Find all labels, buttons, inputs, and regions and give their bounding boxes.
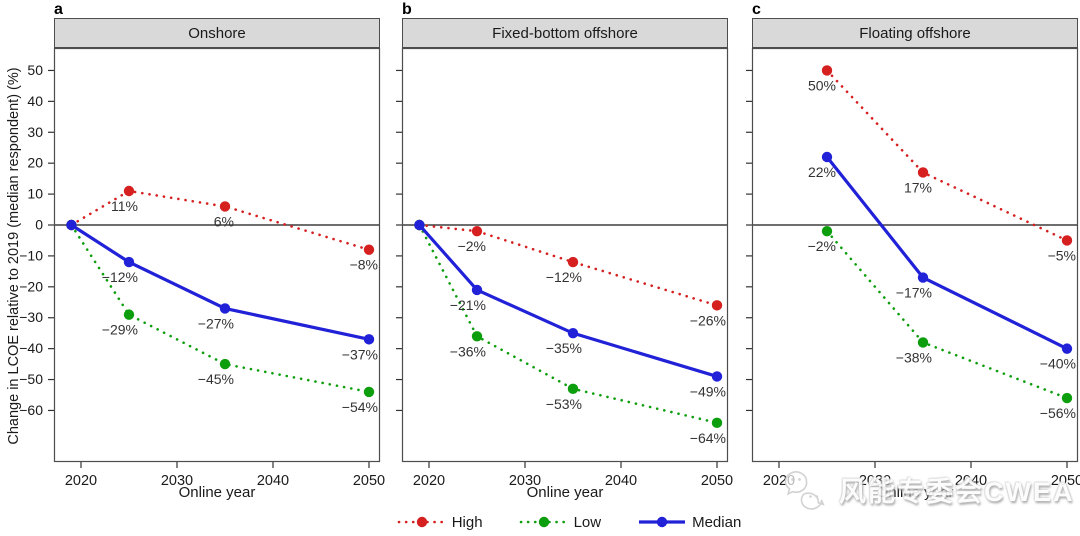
panel-header-floating: Floating offshore [752,18,1078,48]
svg-text:2040: 2040 [955,473,987,489]
panel-title-floating: Floating offshore [859,24,971,42]
svg-text:−2%: −2% [458,238,486,254]
svg-text:−56%: −56% [1040,405,1076,421]
svg-text:−37%: −37% [342,346,378,362]
svg-text:−10: −10 [19,247,43,263]
svg-text:2020: 2020 [413,473,445,489]
legend-label-low: Low [573,513,602,531]
svg-text:−30: −30 [19,309,43,325]
svg-text:2020: 2020 [65,473,97,489]
svg-text:−45%: −45% [198,371,234,387]
svg-text:−38%: −38% [896,349,932,365]
svg-text:−17%: −17% [896,285,932,301]
svg-text:17%: 17% [904,179,932,195]
legend-swatch-high-icon [397,516,447,528]
svg-text:−12%: −12% [102,269,138,285]
legend-label-high: High [451,513,483,531]
panel-header-fixed-bottom: Fixed-bottom offshore [402,18,728,48]
svg-text:2040: 2040 [605,473,637,489]
plot-area-floating: 2020 2030 2040 205050%17%−5%−2%−38%−56%22%−… [746,47,1080,489]
x-axis-title-fixed-bottom: Online year [526,484,604,501]
svg-text:2050: 2050 [353,473,385,489]
svg-text:−20: −20 [19,278,43,294]
legend-swatch-low-icon [519,516,568,528]
svg-text:20: 20 [27,155,43,171]
x-axis-title-onshore: Online year [178,484,256,501]
plot-area-onshore: 50 40 30 20 10 0 −10 −20 −30 −40 −50 −60 2020 2030 204… [19,47,385,489]
panel-floating-offshore: c Floating offshore 2020 2030 2040 2050 50% 1… [746,0,1080,536]
svg-text:−50: −50 [19,371,43,387]
svg-text:0: 0 [35,217,43,233]
svg-text:−2%: −2% [808,238,836,254]
plot-area-fixed-bottom: 2020 2030 2040 2050 −2% −12% −26% −36% −53% −64% −… [396,47,733,489]
legend-swatch-median-icon [639,516,686,528]
svg-text:2040: 2040 [257,473,289,489]
svg-text:2030: 2030 [509,473,541,489]
svg-text:−21%: −21% [450,297,486,313]
x-axis-title-floating: Online year [876,484,954,501]
svg-text:50: 50 [27,62,43,78]
svg-text:30: 30 [27,124,43,140]
panel-letter-a: a [54,1,63,18]
svg-text:10: 10 [27,186,43,202]
svg-text:−35%: −35% [546,340,582,356]
svg-text:−40: −40 [19,340,43,356]
panel-title-fixed-bottom: Fixed-bottom offshore [492,24,638,42]
panel-letter-b: b [402,1,412,18]
legend: High Low Median [30,509,1080,535]
svg-text:−8%: −8% [350,257,378,273]
panel-fixed-bottom-offshore: b Fixed-bottom offshore 2020 2030 2040 2050… [396,0,733,536]
panel-title-onshore: Onshore [188,24,246,42]
svg-text:50%: 50% [808,77,836,93]
svg-text:−36%: −36% [450,343,486,359]
panel-letter-c: c [752,1,761,18]
svg-text:22%: 22% [808,164,836,180]
legend-item-median: Median [639,514,741,531]
panel-header-onshore: Onshore [54,18,380,48]
svg-text:−60: −60 [19,402,43,418]
panel-onshore: a Onshore 50 40 30 20 10 0 −10 −20 −30 −40 −50 −60 2… [19,0,385,536]
svg-text:2050: 2050 [1051,473,1080,489]
svg-text:−49%: −49% [690,383,726,399]
svg-text:−64%: −64% [690,430,726,446]
svg-text:2030: 2030 [161,473,193,489]
svg-text:−5%: −5% [1048,247,1076,263]
legend-label-median: Median [692,513,742,531]
svg-text:−54%: −54% [342,399,378,415]
svg-text:−40%: −40% [1040,356,1076,372]
svg-text:11%: 11% [111,198,138,214]
svg-text:2030: 2030 [859,473,891,489]
legend-item-low: Low [519,513,602,531]
svg-text:2050: 2050 [701,473,733,489]
svg-text:−27%: −27% [198,315,234,331]
svg-text:−53%: −53% [546,396,582,412]
svg-text:−12%: −12% [546,269,582,285]
svg-text:40: 40 [27,93,43,109]
svg-text:−26%: −26% [690,312,726,328]
svg-text:6%: 6% [214,213,234,229]
legend-item-high: High [397,513,483,531]
svg-text:−29%: −29% [102,322,138,338]
